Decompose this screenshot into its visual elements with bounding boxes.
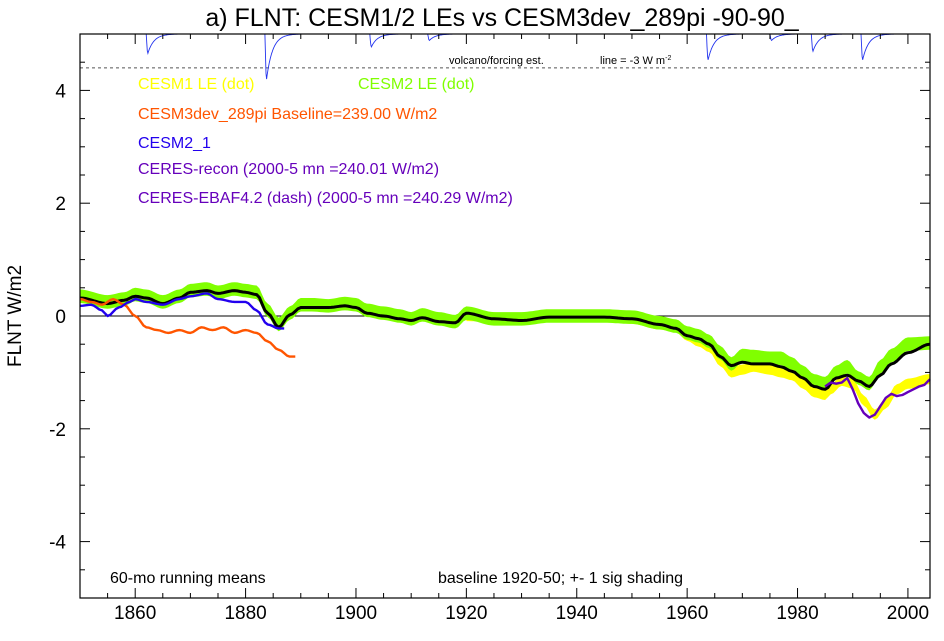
legend-cesm2-le: CESM2 LE (dot) — [358, 76, 474, 93]
axis-tick-labels: 1860 1880 1900 1920 1940 1960 1980 2000 -4 -2 0 2 4 — [49, 81, 929, 624]
volcano-label: volcano/forcing est. — [449, 55, 544, 67]
legend-ceres-ebaf: CERES-EBAF4.2 (dash) (2000-5 mn =240.29 … — [138, 190, 513, 207]
cesm1-le-band — [466, 310, 930, 420]
running-means-note: 60-mo running means — [110, 570, 266, 587]
x-tick-label: 1900 — [335, 603, 377, 624]
x-tick-label: 1960 — [666, 603, 708, 624]
x-tick-label: 1940 — [556, 603, 598, 624]
x-tick-label: 1860 — [114, 603, 156, 624]
legend-cesm2-1: CESM2_1 — [138, 135, 211, 152]
x-tick-label: 1980 — [776, 603, 818, 624]
ensemble-mean-line — [79, 289, 931, 391]
axis-ticks — [79, 33, 930, 599]
ceres-recon-line — [824, 376, 931, 419]
cesm3dev-line — [79, 297, 296, 358]
volcano-line-label-main: line = -3 W m — [600, 55, 665, 67]
x-tick-label: 1920 — [445, 603, 487, 624]
legend-cesm3dev: CESM3dev_289pi Baseline=239.00 W/m2 — [138, 106, 437, 123]
y-tick-label: -2 — [49, 420, 66, 441]
y-tick-label: 2 — [55, 194, 66, 215]
legend-ceres-recon: CERES-recon (2000-5 mn =240.01 W/m2) — [138, 161, 439, 178]
cesm2-le-band — [80, 282, 930, 391]
cesm2-1-line — [79, 292, 285, 330]
y-tick-label: 0 — [55, 307, 66, 328]
baseline-note: baseline 1920-50; +- 1 sig shading — [438, 570, 683, 587]
y-tick-label: -4 — [49, 533, 66, 554]
volcano-line-label-sup: -2 — [665, 55, 671, 62]
chart-title: a) FLNT: CESM1/2 LEs vs CESM3dev_289pi -… — [205, 4, 799, 32]
legend-cesm1-le: CESM1 LE (dot) — [138, 76, 254, 93]
x-tick-label: 2000 — [887, 603, 929, 624]
x-tick-label: 1880 — [224, 603, 266, 624]
y-tick-label: 4 — [55, 81, 66, 102]
volcano-line-label: line = -3 W m-2 — [600, 55, 671, 67]
legend: CESM1 LE (dot) CESM2 LE (dot) CESM3dev_289… — [138, 76, 513, 207]
y-axis-title: FLNT W/m2 — [5, 265, 26, 367]
